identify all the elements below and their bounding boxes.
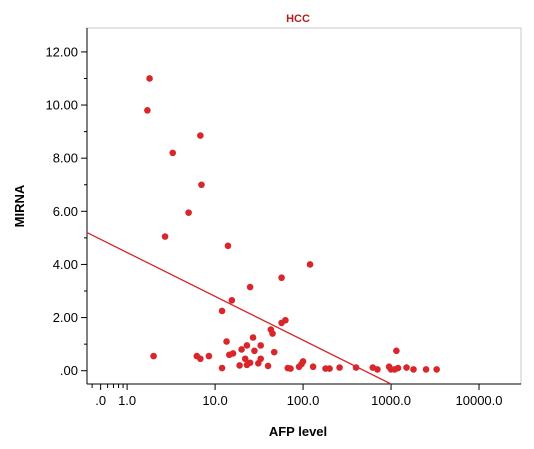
data-point bbox=[410, 366, 417, 373]
data-point bbox=[224, 242, 232, 250]
x-tick-label: 100.0 bbox=[287, 393, 320, 408]
chart-title: HCC bbox=[286, 13, 310, 25]
data-point bbox=[264, 362, 272, 370]
x-tick-label: 10.0 bbox=[202, 393, 227, 408]
data-point bbox=[243, 361, 251, 369]
data-point bbox=[185, 209, 192, 216]
data-point bbox=[278, 274, 285, 282]
y-tick-label: 12.00 bbox=[45, 44, 78, 59]
data-point bbox=[243, 342, 251, 349]
x-tick-label: 1.0 bbox=[118, 393, 136, 408]
x-tick-label: .0 bbox=[95, 393, 106, 408]
data-point bbox=[218, 364, 226, 372]
data-point bbox=[197, 132, 204, 139]
data-point bbox=[403, 364, 410, 371]
data-point bbox=[352, 364, 360, 371]
data-point bbox=[218, 307, 226, 315]
data-point bbox=[146, 75, 153, 82]
data-point bbox=[306, 261, 314, 268]
y-axis-label: MIRNA bbox=[12, 184, 27, 227]
data-point bbox=[161, 233, 169, 240]
fit-line bbox=[86, 231, 392, 385]
data-point bbox=[270, 348, 278, 356]
data-point bbox=[255, 359, 262, 367]
data-point bbox=[236, 362, 243, 369]
data-point bbox=[225, 351, 233, 359]
data-point bbox=[433, 366, 440, 373]
data-point bbox=[144, 107, 151, 114]
data-point bbox=[278, 319, 285, 327]
data-point bbox=[241, 355, 249, 363]
data-point bbox=[309, 363, 317, 371]
data-point bbox=[326, 365, 333, 372]
data-point bbox=[197, 355, 204, 363]
data-point bbox=[374, 366, 381, 373]
data-point bbox=[394, 364, 402, 372]
data-point bbox=[223, 338, 230, 345]
x-minor-ticks bbox=[91, 384, 124, 388]
y-ticks: .00 2.00 4.00 6.00 8.00 10.00 12.00 bbox=[45, 44, 87, 378]
plot-frame bbox=[86, 27, 522, 385]
data-point bbox=[228, 297, 236, 304]
data-point bbox=[198, 181, 205, 189]
data-point bbox=[169, 149, 177, 157]
data-point bbox=[295, 363, 303, 371]
y-tick-label: 10.00 bbox=[45, 98, 78, 113]
data-point bbox=[205, 352, 213, 360]
data-point bbox=[257, 342, 265, 349]
y-tick-label: 2.00 bbox=[53, 310, 78, 325]
data-point bbox=[393, 347, 400, 355]
data-point bbox=[150, 352, 157, 360]
y-tick-label: 4.00 bbox=[53, 257, 78, 272]
x-ticks: .0 1.0 10.0 100.0 1000.0 10000.0 bbox=[95, 384, 503, 408]
data-point bbox=[287, 365, 294, 372]
x-tick-label: 1000.0 bbox=[371, 393, 411, 408]
x-tick-label: 10000.0 bbox=[456, 393, 503, 408]
y-tick-label: 8.00 bbox=[53, 151, 78, 166]
data-point bbox=[269, 330, 276, 337]
data-point bbox=[422, 366, 430, 373]
data-point bbox=[251, 347, 258, 355]
data-point bbox=[249, 334, 257, 341]
x-axis-label: AFP level bbox=[269, 424, 327, 439]
data-point bbox=[238, 346, 245, 353]
y-tick-label: 6.00 bbox=[53, 204, 78, 219]
data-point bbox=[246, 283, 254, 291]
data-point bbox=[336, 364, 343, 371]
y-tick-label: .00 bbox=[60, 363, 78, 378]
data-points bbox=[144, 75, 440, 373]
